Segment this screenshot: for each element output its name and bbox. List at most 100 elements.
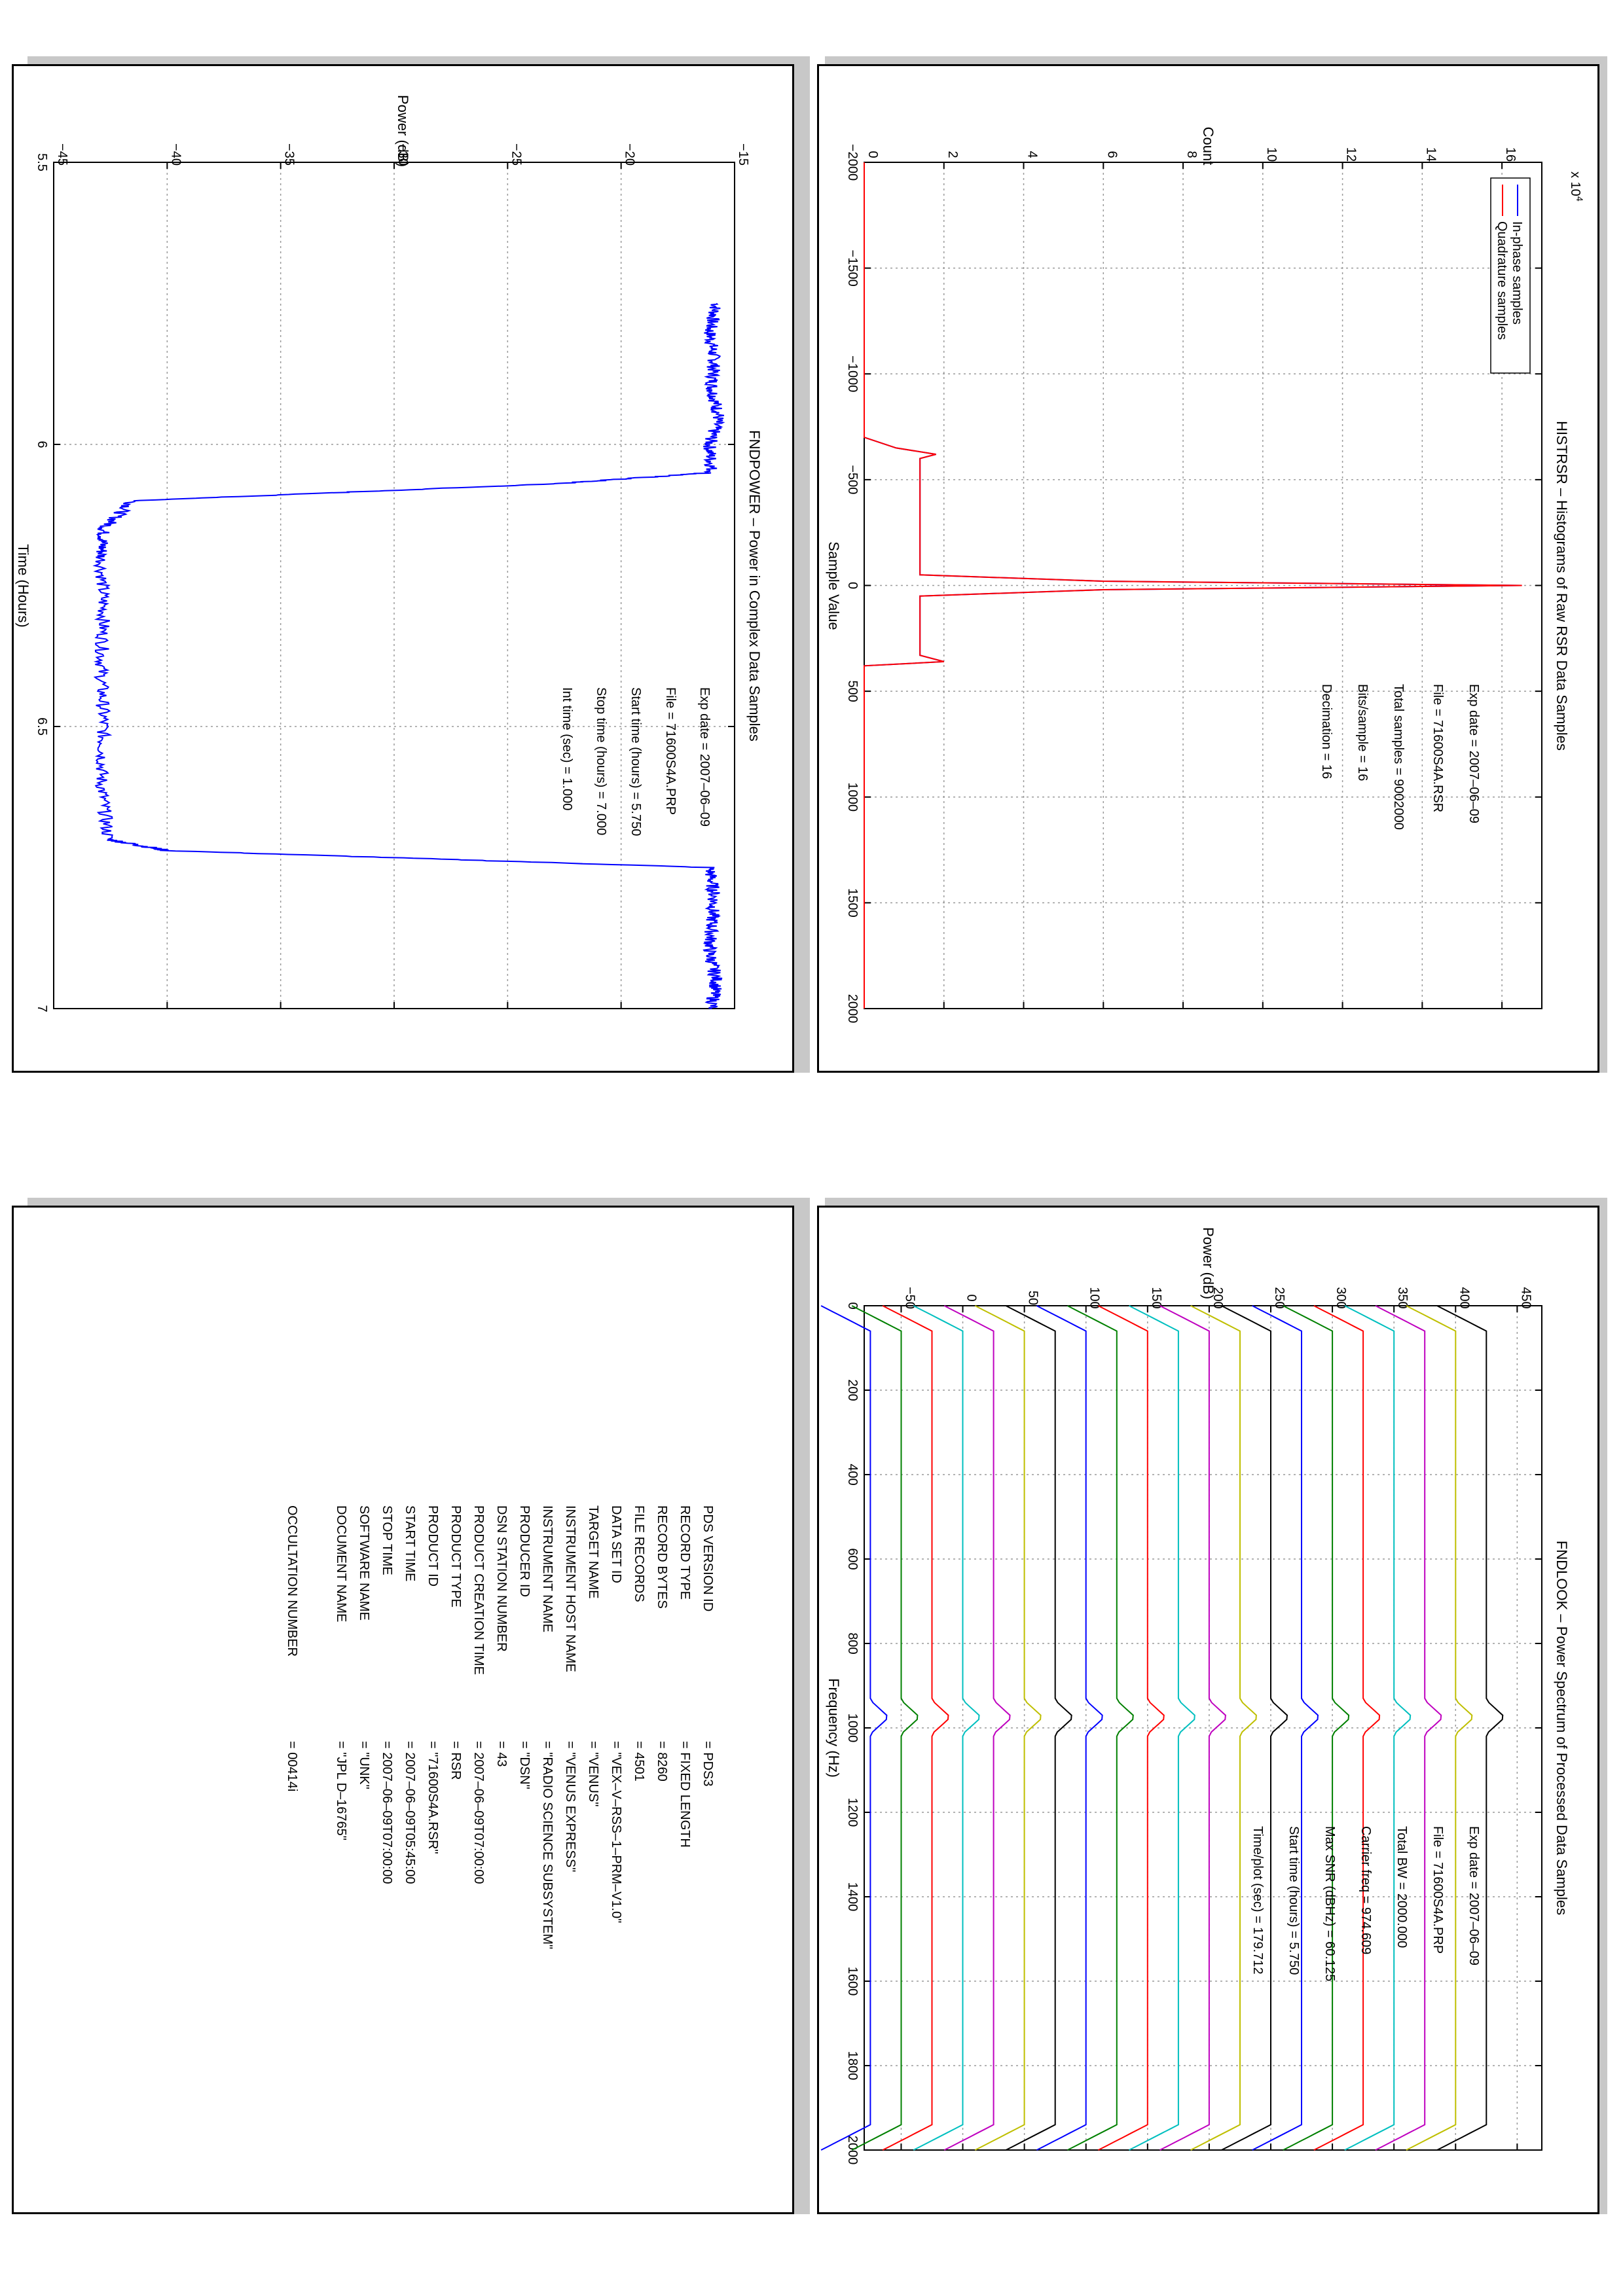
pds-field-value: = "VENUS EXPRESS" bbox=[563, 1741, 577, 1872]
pds-field-name: PDS VERSION ID bbox=[701, 1505, 715, 1611]
spectrum-traces bbox=[820, 1305, 1504, 2151]
x-tick-label: 1000 bbox=[845, 783, 860, 812]
x-tick-label: 800 bbox=[845, 1632, 860, 1654]
y-tick-label: 300 bbox=[1334, 1287, 1348, 1308]
power-y-axis-label: Power (dB) bbox=[395, 95, 411, 167]
x-tick-label: −500 bbox=[845, 465, 860, 494]
spectrum-title: FNDLOOK – Power Spectrum of Processed Da… bbox=[1554, 1541, 1570, 1915]
pds-field-name: PRODUCT ID bbox=[426, 1505, 440, 1587]
pds-field-value: = 2007–06–09T07:00:00 bbox=[380, 1741, 394, 1884]
pds-field-value: = "JPL D–16765" bbox=[334, 1741, 348, 1840]
pds-field-name: RECORD BYTES bbox=[655, 1505, 669, 1609]
info-line: Int time (sec) = 1.000 bbox=[560, 687, 574, 810]
pds-label-panel bbox=[12, 1206, 794, 2214]
histogram-chart: −2000 −1500 −1000 −500 0 500 1000 1500 2000 0 2 4 6… bbox=[826, 127, 1585, 1024]
x-tick-label: 1500 bbox=[845, 888, 860, 918]
info-line: Exp date = 2007–06–09 bbox=[697, 687, 712, 827]
spectrum-plot-area bbox=[864, 1305, 1542, 2151]
histogram-panel bbox=[817, 64, 1599, 1073]
pds-field-value: = 00414i bbox=[285, 1741, 299, 1791]
x-tick-label: −2000 bbox=[845, 144, 860, 181]
pds-field-name: DOCUMENT NAME bbox=[334, 1505, 348, 1623]
pds-field-name: PRODUCER ID bbox=[517, 1505, 532, 1597]
y-tick-label: 6 bbox=[1104, 151, 1119, 158]
histogram-info-block: Exp date = 2007–06–09 File = 71600S4A.RS… bbox=[1319, 684, 1481, 830]
histogram-plot-area bbox=[864, 162, 1542, 1009]
histogram-legend: In-phase samples Quadrature samples bbox=[1490, 177, 1531, 374]
x-tick-label: 1600 bbox=[845, 1967, 860, 1996]
spectrum-trace bbox=[913, 1305, 980, 2151]
pds-label-block: PDS VERSION ID = PDS3 RECORD TYPE = FIXED L… bbox=[285, 1505, 715, 1949]
y-tick-label: 250 bbox=[1272, 1287, 1286, 1308]
power-y-ticks: −45 −40 −35 −30 −25 −20 −15 bbox=[53, 143, 750, 1009]
info-line: Stop time (hours) = 7.000 bbox=[594, 687, 608, 835]
info-line: Decimation = 16 bbox=[1319, 684, 1334, 779]
spectrum-trace bbox=[1406, 1305, 1473, 2151]
pds-field-value: = "RADIO SCIENCE SUBSYSTEM" bbox=[540, 1741, 555, 1949]
pds-field-value: = "71600S4A.RSR" bbox=[426, 1741, 440, 1854]
pds-field-name: TARGET NAME bbox=[586, 1505, 600, 1599]
info-line: Start time (hours) = 5.750 bbox=[1286, 1826, 1301, 1975]
x-tick-label: 1000 bbox=[845, 1713, 860, 1743]
y-tick-label: −20 bbox=[623, 143, 637, 166]
legend-entry-in-phase: In-phase samples bbox=[1510, 221, 1524, 325]
info-line: Carrier freq = 974.609 bbox=[1359, 1826, 1373, 1954]
spectrum-trace bbox=[1283, 1305, 1350, 2151]
histogram-title: HISTRSR – Histograms of Raw RSR Data Sam… bbox=[1554, 421, 1570, 751]
spectrum-trace bbox=[1005, 1305, 1072, 2151]
spectrum-info-block: Exp date = 2007–06–09 File = 71600S4A.PR… bbox=[1250, 1826, 1481, 1981]
pds-field-value: = "VENUS" bbox=[586, 1741, 600, 1806]
info-line: Total samples = 9002000 bbox=[1391, 684, 1406, 830]
y-tick-label: 100 bbox=[1087, 1287, 1102, 1308]
spectrum-y-ticks: −50 0 50 100 150 200 250 300 350 400 450 bbox=[900, 1287, 1533, 2150]
spectrum-grid bbox=[864, 1305, 1542, 2151]
histogram-grid bbox=[864, 162, 1542, 1009]
pds-field-name: PRODUCT CREATION TIME bbox=[471, 1505, 486, 1675]
pds-field-value: = 43 bbox=[494, 1741, 509, 1767]
spectrum-trace bbox=[974, 1305, 1042, 2151]
histogram-series-quadrature bbox=[864, 162, 1522, 1009]
pds-field-value: = "VEX–V–RSS–1–PRM–V1.0" bbox=[609, 1741, 623, 1923]
pds-field-name: RECORD TYPE bbox=[678, 1505, 692, 1600]
x-tick-label: 600 bbox=[845, 1548, 860, 1570]
histogram-series-in-phase bbox=[864, 162, 1522, 1009]
y-tick-label: 10 bbox=[1264, 147, 1279, 162]
y-tick-label: 50 bbox=[1026, 1291, 1040, 1305]
spectrum-trace bbox=[1036, 1305, 1103, 2151]
power-panel bbox=[12, 64, 794, 1073]
pds-field-value: = RSR bbox=[448, 1741, 463, 1780]
pds-field-name: DATA SET ID bbox=[609, 1505, 623, 1583]
pds-field-value: = "UNK" bbox=[357, 1741, 371, 1789]
info-line: Bits/sample = 16 bbox=[1355, 684, 1370, 781]
spectrum-trace bbox=[882, 1305, 949, 2151]
x-tick-label: 1200 bbox=[845, 1798, 860, 1827]
info-line: Time/plot (sec) = 179.712 bbox=[1250, 1826, 1265, 1975]
histogram-y-axis-label: Count bbox=[1200, 127, 1216, 166]
y-tick-label: 400 bbox=[1457, 1287, 1471, 1308]
x-tick-label: 500 bbox=[845, 680, 860, 702]
spectrum-trace bbox=[1252, 1305, 1319, 2151]
x-tick-label: 200 bbox=[845, 1379, 860, 1401]
power-chart: 5.5 6 6.5 7 −45 −40 −35 −30 −25 −20 −15 FNDPOWER … bbox=[15, 95, 763, 1013]
pds-field-value: = 8260 bbox=[655, 1741, 669, 1782]
info-line: Exp date = 2007–06–09 bbox=[1467, 1826, 1481, 1965]
pds-field-name: INSTRUMENT NAME bbox=[540, 1505, 555, 1632]
y-tick-label: −15 bbox=[736, 143, 750, 166]
pds-field-name: FILE RECORDS bbox=[632, 1505, 646, 1602]
pds-field-value: = 2007–06–09T05:45:00 bbox=[403, 1741, 417, 1884]
pds-field-name: START TIME bbox=[403, 1505, 417, 1581]
y-tick-label: 12 bbox=[1344, 147, 1359, 162]
info-line: File = 71600S4A.PRP bbox=[1431, 1826, 1445, 1954]
x-tick-label: −1000 bbox=[845, 355, 860, 392]
pds-field-name: SOFTWARE NAME bbox=[357, 1505, 371, 1621]
y-tick-label: −40 bbox=[168, 143, 183, 166]
spectrum-trace bbox=[1067, 1305, 1134, 2151]
histogram-x-ticks: −2000 −1500 −1000 −500 0 500 1000 1500 2000 bbox=[845, 144, 1542, 1023]
spectrum-trace bbox=[1098, 1305, 1165, 2151]
power-x-axis-label: Time (Hours) bbox=[15, 544, 31, 628]
spectrum-x-axis-label: Frequency (Hz) bbox=[826, 1678, 842, 1778]
x-tick-label: 400 bbox=[845, 1463, 860, 1485]
spectrum-panel bbox=[817, 1206, 1599, 2214]
